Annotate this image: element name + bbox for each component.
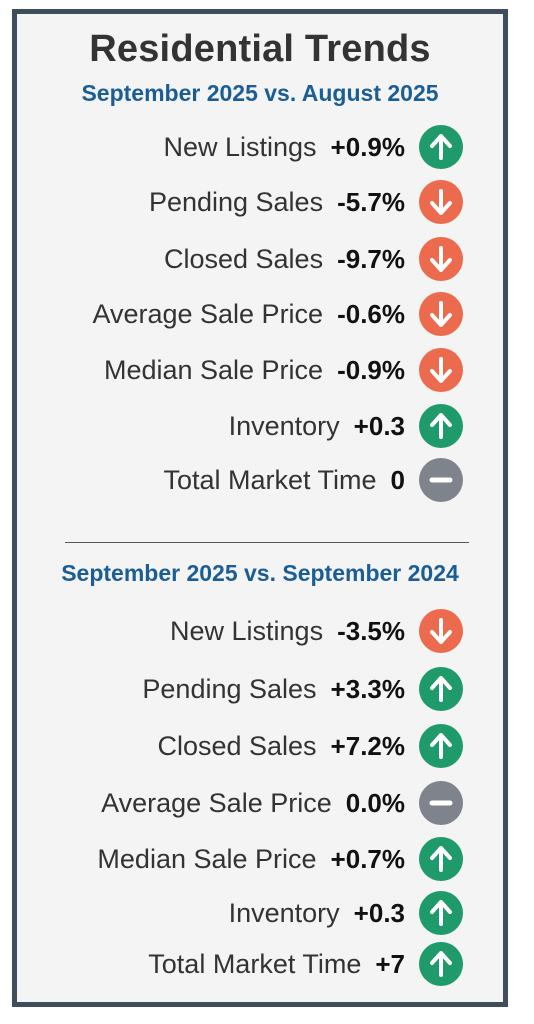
trend-row: Average Sale Price -0.6% (17, 292, 463, 336)
trend-row: Total Market Time +7 (17, 942, 463, 986)
row-label: Closed Sales (157, 730, 317, 761)
minus-icon (419, 781, 463, 825)
trend-row: Median Sale Price +0.7% (17, 837, 463, 881)
trend-row: Pending Sales +3.3% (17, 667, 463, 711)
row-value: -0.6% (337, 298, 405, 329)
row-value: +7 (375, 948, 405, 979)
row-value: +0.3 (353, 897, 405, 928)
row-value: 0.0% (345, 787, 405, 818)
row-value: -9.7% (337, 243, 405, 274)
row-label: New Listings (170, 615, 324, 646)
arrow-up-icon (419, 404, 463, 448)
row-label: Total Market Time (148, 948, 362, 979)
trend-row: Closed Sales +7.2% (17, 724, 463, 768)
row-value: +0.9% (330, 131, 405, 162)
trend-row: Closed Sales -9.7% (17, 237, 463, 281)
trend-row: New Listings +0.9% (17, 125, 463, 169)
trend-row: Pending Sales -5.7% (17, 180, 463, 224)
row-label: Closed Sales (163, 243, 324, 274)
arrow-down-icon (419, 237, 463, 281)
row-value: +0.7% (330, 843, 405, 874)
row-label: Pending Sales (142, 673, 317, 704)
row-label: New Listings (163, 131, 317, 162)
arrow-down-icon (419, 609, 463, 653)
arrow-up-icon (419, 837, 463, 881)
row-label: Average Sale Price (101, 787, 332, 818)
trend-row: New Listings -3.5% (17, 609, 463, 653)
minus-icon (419, 458, 463, 502)
section-divider (65, 542, 469, 543)
arrow-up-icon (419, 667, 463, 711)
section-2-subtitle: September 2025 vs. September 2024 (61, 560, 459, 586)
row-value: -5.7% (337, 186, 405, 217)
trend-row: Total Market Time 0 (17, 458, 463, 502)
row-value: 0 (390, 464, 405, 495)
arrow-up-icon (419, 891, 463, 935)
page-title: Residential Trends (89, 28, 431, 70)
arrow-up-icon (419, 942, 463, 986)
row-value: +3.3% (330, 673, 405, 704)
arrow-down-icon (419, 180, 463, 224)
trend-row: Average Sale Price 0.0% (17, 781, 463, 825)
trend-row: Inventory +0.3 (17, 891, 463, 935)
row-label: Average Sale Price (92, 298, 324, 329)
row-label: Median Sale Price (97, 843, 317, 874)
row-value: +7.2% (330, 730, 405, 761)
section-1-subtitle: September 2025 vs. August 2025 (81, 80, 439, 106)
row-value: -3.5% (337, 615, 405, 646)
arrow-down-icon (419, 348, 463, 392)
trend-row: Inventory +0.3 (17, 404, 463, 448)
row-label: Median Sale Price (103, 354, 324, 385)
residential-trends-card: Residential Trends September 2025 vs. Au… (12, 9, 508, 1007)
arrow-up-icon (419, 724, 463, 768)
arrow-down-icon (419, 292, 463, 336)
arrow-up-icon (419, 125, 463, 169)
row-label: Inventory (228, 897, 340, 928)
row-label: Total Market Time (163, 464, 377, 495)
row-label: Inventory (228, 410, 340, 441)
row-label: Pending Sales (148, 186, 324, 217)
trend-row: Median Sale Price -0.9% (17, 348, 463, 392)
row-value: -0.9% (337, 354, 405, 385)
row-value: +0.3 (353, 410, 405, 441)
